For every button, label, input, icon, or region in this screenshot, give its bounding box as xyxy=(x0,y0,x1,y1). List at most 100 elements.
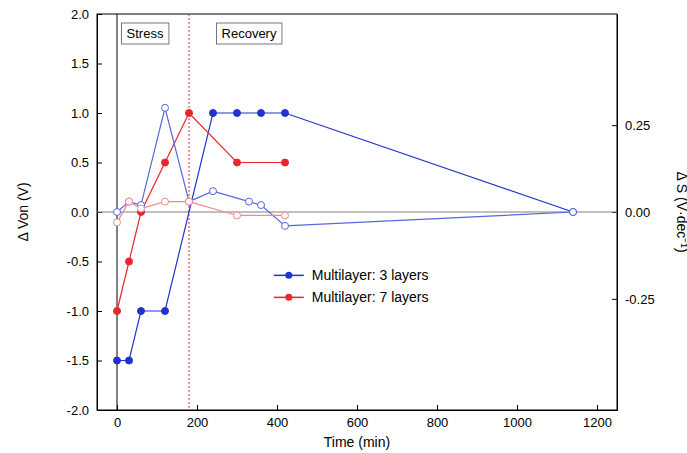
tick-mark xyxy=(97,64,102,65)
tick-label: 400 xyxy=(267,415,289,430)
tick-label: -1.5 xyxy=(67,353,89,368)
data-point xyxy=(138,205,145,212)
tick-mark xyxy=(437,405,438,410)
data-point xyxy=(234,110,241,117)
legend-label: Multilayer: 7 layers xyxy=(312,289,429,305)
tick: 400 xyxy=(267,405,289,430)
legend-marker xyxy=(285,272,292,279)
data-point xyxy=(126,258,133,265)
annotation-text: Stress xyxy=(127,26,164,41)
data-point xyxy=(258,110,265,117)
y-axis: -2.0 -1.5 -1.0 -0.5 0.0 0.5 1.0 1.5 2.0 xyxy=(67,7,102,418)
data-point xyxy=(114,209,121,216)
tick-mark xyxy=(97,113,102,114)
series-line xyxy=(117,113,573,361)
tick-label: 1.5 xyxy=(71,56,89,71)
data-point xyxy=(234,212,241,219)
tick-label: -0.5 xyxy=(67,254,89,269)
data-point xyxy=(258,202,265,209)
data-point xyxy=(162,198,169,205)
legend-marker xyxy=(285,294,292,301)
data-point xyxy=(186,110,193,117)
annotation: Stress xyxy=(122,23,169,44)
tick-label: 0.00 xyxy=(625,205,650,220)
tick-label: 1.0 xyxy=(71,106,89,121)
tick-mark xyxy=(357,405,358,410)
tick: 1000 xyxy=(503,405,532,430)
data-point xyxy=(186,198,193,205)
tick-mark xyxy=(597,405,598,410)
tick-mark xyxy=(612,125,617,126)
tick-label: -1.0 xyxy=(67,304,89,319)
tick-mark xyxy=(97,163,102,164)
legend: Multilayer: 3 layers Multilayer: 7 layers xyxy=(274,267,429,305)
annotation-box xyxy=(122,23,169,44)
data-point xyxy=(186,198,193,205)
tick: 0.00 xyxy=(612,205,650,220)
data-point xyxy=(162,308,169,315)
data-point xyxy=(282,159,289,166)
axis-line xyxy=(617,15,618,411)
annotation-text: Recovery xyxy=(222,26,277,41)
data-point xyxy=(126,198,133,205)
tick-label: 2.0 xyxy=(71,7,89,22)
tick-label: 0.0 xyxy=(71,205,89,220)
series-line xyxy=(117,113,285,311)
data-point xyxy=(126,357,133,364)
tick-label: 0.25 xyxy=(625,118,650,133)
tick: 800 xyxy=(427,405,449,430)
tick-mark xyxy=(517,405,518,410)
data-point xyxy=(114,219,121,226)
tick-label: 200 xyxy=(187,415,209,430)
tick-mark xyxy=(97,262,102,263)
data-point xyxy=(126,198,133,205)
tick-mark xyxy=(97,410,102,411)
data-point xyxy=(570,209,577,216)
tick: 0.5 xyxy=(71,155,102,170)
data-point xyxy=(162,159,169,166)
chart: 0 200 400 600 800 1000 1200 -2.0 -1.5 -1.0 -0.5 0.0… xyxy=(0,0,687,453)
y2-axis: -0.25 0.00 0.25 xyxy=(612,15,655,411)
tick-mark xyxy=(97,361,102,362)
plot-frame xyxy=(97,14,617,410)
tick-label: 800 xyxy=(427,415,449,430)
tick: -0.5 xyxy=(67,254,102,269)
tick-label: -0.25 xyxy=(625,292,655,307)
y-axis-title: Δ Von (V) xyxy=(15,182,31,241)
series-line xyxy=(117,108,573,226)
tick-label: -2.0 xyxy=(67,403,89,418)
tick-label: 0 xyxy=(114,415,121,430)
data-point xyxy=(210,110,217,117)
data-point xyxy=(138,308,145,315)
data-point xyxy=(114,308,121,315)
tick-label: 1000 xyxy=(503,415,532,430)
reference-line xyxy=(97,212,617,213)
tick-mark xyxy=(197,405,198,410)
data-point xyxy=(234,159,241,166)
data-point xyxy=(210,188,217,195)
annotation: Recovery xyxy=(217,23,282,44)
axis-line xyxy=(98,410,618,411)
x-axis: 0 200 400 600 800 1000 1200 xyxy=(98,405,618,430)
data-point xyxy=(282,110,289,117)
data-point xyxy=(114,357,121,364)
tick: 1.0 xyxy=(71,106,102,121)
data-point xyxy=(570,209,577,216)
tick: 1.5 xyxy=(71,56,102,71)
y2-axis-title: Δ S (V·dec⁻¹) xyxy=(674,171,687,252)
tick: -1.5 xyxy=(67,353,102,368)
tick: 1200 xyxy=(583,405,612,430)
legend-label: Multilayer: 3 layers xyxy=(312,267,429,283)
annotation-box xyxy=(217,23,282,44)
tick: 2.0 xyxy=(71,7,102,22)
tick-label: 0.5 xyxy=(71,155,89,170)
tick-label: 600 xyxy=(347,415,369,430)
tick-mark xyxy=(97,14,102,15)
tick-mark xyxy=(612,299,617,300)
tick: 600 xyxy=(347,405,369,430)
tick: 0.25 xyxy=(612,118,650,133)
data-point xyxy=(282,212,289,219)
x-axis-title: Time (min) xyxy=(324,434,390,450)
tick-mark xyxy=(277,405,278,410)
plot-area xyxy=(97,14,617,410)
